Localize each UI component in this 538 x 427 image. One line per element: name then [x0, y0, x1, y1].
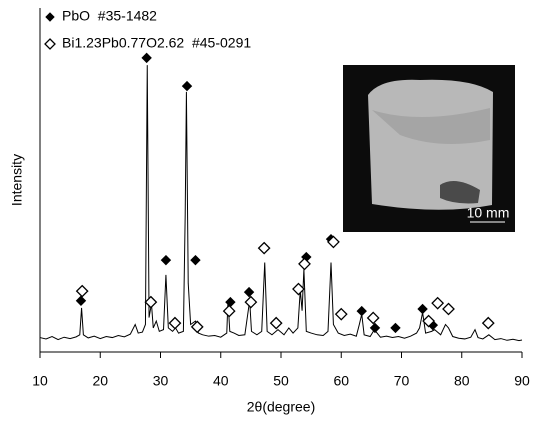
x-axis-label: 2θ(degree): [247, 399, 316, 415]
legend-label: Bi1.23Pb0.77O2.62 #45-0291: [62, 35, 251, 51]
x-tick-label: 40: [213, 373, 229, 389]
phase-marker: [298, 257, 311, 271]
x-tick-label: 20: [92, 373, 108, 389]
x-tick-label: 10: [32, 373, 48, 389]
legend-marker: [45, 12, 55, 22]
phase-marker: [75, 284, 89, 298]
phase-marker: [190, 254, 201, 266]
phase-marker: [369, 322, 381, 334]
x-tick-label: 90: [514, 373, 530, 389]
phase-marker: [181, 80, 193, 92]
x-tick-label: 60: [333, 373, 349, 389]
phase-marker: [243, 286, 255, 298]
phase-marker: [334, 307, 348, 321]
inset-photo: 10 mm: [343, 65, 515, 232]
phase-marker: [75, 295, 87, 306]
phase-marker: [141, 52, 152, 64]
phase-marker: [422, 314, 436, 328]
phase-marker: [326, 235, 340, 249]
phase-marker: [190, 320, 204, 334]
x-tick-label: 30: [153, 373, 169, 389]
phase-marker: [257, 241, 271, 255]
y-axis-label: Intensity: [9, 154, 25, 206]
phase-marker: [269, 316, 283, 330]
legend-label: PbO #35-1482: [62, 8, 157, 24]
spectrum-line: [39, 65, 523, 342]
phase-marker: [225, 296, 236, 308]
x-tick-label: 80: [454, 373, 470, 389]
phase-marker: [292, 282, 305, 296]
x-tick-label: 70: [394, 373, 410, 389]
phase-marker: [160, 254, 172, 266]
scale-label: 10 mm: [467, 205, 510, 221]
phase-marker: [244, 295, 258, 309]
x-tick-label: 50: [273, 373, 289, 389]
sample-shade: [372, 108, 490, 144]
sample-body: [368, 79, 493, 210]
sample-crack: [440, 181, 480, 204]
phase-marker: [222, 304, 236, 318]
phase-marker: [390, 322, 401, 334]
phase-marker: [168, 316, 182, 330]
phase-marker: [144, 295, 158, 309]
phase-marker: [417, 303, 428, 315]
phase-marker: [431, 296, 445, 310]
phase-marker: [442, 302, 455, 316]
phase-marker: [481, 316, 495, 330]
phase-marker: [366, 311, 380, 325]
legend-marker: [44, 38, 56, 50]
phase-marker: [356, 305, 367, 317]
